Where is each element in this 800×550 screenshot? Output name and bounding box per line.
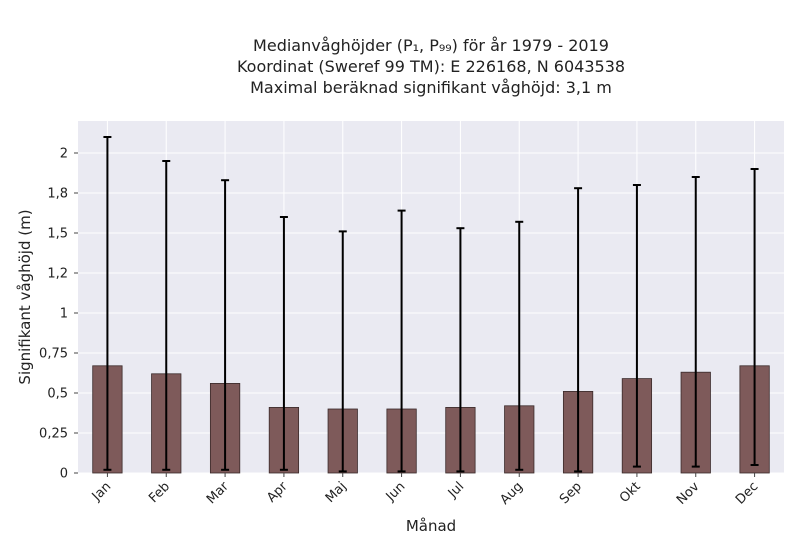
- x-tick-label: Okt: [617, 479, 644, 506]
- y-tick-label: 1,5: [47, 227, 68, 242]
- chart-title-line: Medianvåghöjder (P₁, P₉₉) för år 1979 - …: [253, 36, 609, 55]
- chart-title-line: Maximal beräknad signifikant våghöjd: 3,…: [250, 78, 612, 97]
- x-tick-label: Nov: [674, 479, 703, 508]
- chart-title-line: Koordinat (Sweref 99 TM): E 226168, N 60…: [237, 57, 625, 76]
- error-bar: [338, 230, 347, 473]
- y-tick-label: 0,75: [39, 347, 68, 362]
- y-tick-label: 1,2: [47, 267, 68, 282]
- error-bar: [632, 184, 641, 468]
- plot-area: [78, 121, 784, 473]
- x-tick-label: Aug: [498, 479, 527, 508]
- y-tick-label: 1,8: [47, 187, 68, 202]
- y-axis-label: Signifikant våghöjd (m): [16, 209, 34, 384]
- error-bar: [279, 216, 288, 471]
- error-bar: [456, 227, 465, 473]
- x-tick-label: Jun: [383, 479, 409, 505]
- x-axis-ticks: Jan Feb Mar Apr Maj Jun Jul Aug Sep Okt Nov Dec: [89, 473, 761, 508]
- error-bar: [397, 209, 406, 473]
- error-bar: [103, 136, 112, 471]
- error-bar: [574, 187, 583, 473]
- x-tick-label: Jan: [89, 479, 114, 504]
- error-bar: [691, 176, 700, 468]
- x-axis-label: Månad: [406, 517, 456, 535]
- x-tick-label: Dec: [733, 479, 761, 507]
- x-tick-label: Mar: [204, 479, 232, 507]
- y-tick-label: 2: [60, 147, 68, 162]
- x-tick-label: Maj: [323, 479, 350, 506]
- x-tick-label: Feb: [146, 479, 173, 506]
- error-bar: [221, 179, 230, 471]
- y-tick-label: 1: [60, 307, 68, 322]
- y-tick-label: 0,5: [47, 387, 68, 402]
- y-tick-label: 0: [60, 467, 68, 482]
- error-bar: [162, 160, 171, 471]
- x-tick-label: Apr: [264, 479, 291, 506]
- error-bar: [750, 168, 759, 466]
- x-tick-label: Jul: [445, 479, 467, 501]
- error-bar: [515, 220, 524, 471]
- x-tick-label: Sep: [557, 479, 585, 507]
- y-axis-ticks: 0 0,25 0,5 0,75 1 1,2 1,5 1,8 2: [39, 147, 78, 482]
- error-bars: [103, 136, 759, 473]
- chart-title: Medianvåghöjder (P₁, P₉₉) för år 1979 - …: [237, 36, 625, 97]
- y-tick-label: 0,25: [39, 427, 68, 442]
